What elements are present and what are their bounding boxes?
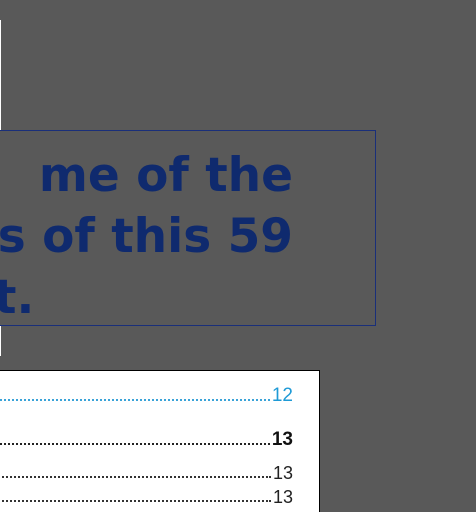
table-of-contents-page: 12 13 13 13 — [0, 370, 320, 512]
toc-leader — [0, 443, 270, 445]
callout-line-1: me of the — [38, 148, 293, 203]
toc-leader — [0, 500, 271, 502]
toc-page-number: 13 — [271, 429, 293, 450]
toc-page-number: 13 — [272, 487, 293, 507]
toc-page-number: 12 — [271, 385, 293, 406]
text-callout-box: me of the ts of this 59 eport. — [0, 130, 376, 326]
toc-entry[interactable]: 13 — [0, 462, 293, 482]
toc-leader — [0, 476, 271, 478]
callout-line-2: ts of this 59 — [0, 209, 293, 264]
toc-page-number: 13 — [272, 463, 293, 483]
toc-entry-link[interactable]: 12 — [0, 385, 293, 405]
toc-leader — [0, 399, 270, 401]
callout-line-3: eport. — [0, 270, 35, 325]
callout-text: me of the ts of this 59 eport. — [0, 145, 293, 328]
toc-entry[interactable]: 13 — [0, 486, 293, 506]
toc-entry-heading[interactable]: 13 — [0, 429, 293, 449]
